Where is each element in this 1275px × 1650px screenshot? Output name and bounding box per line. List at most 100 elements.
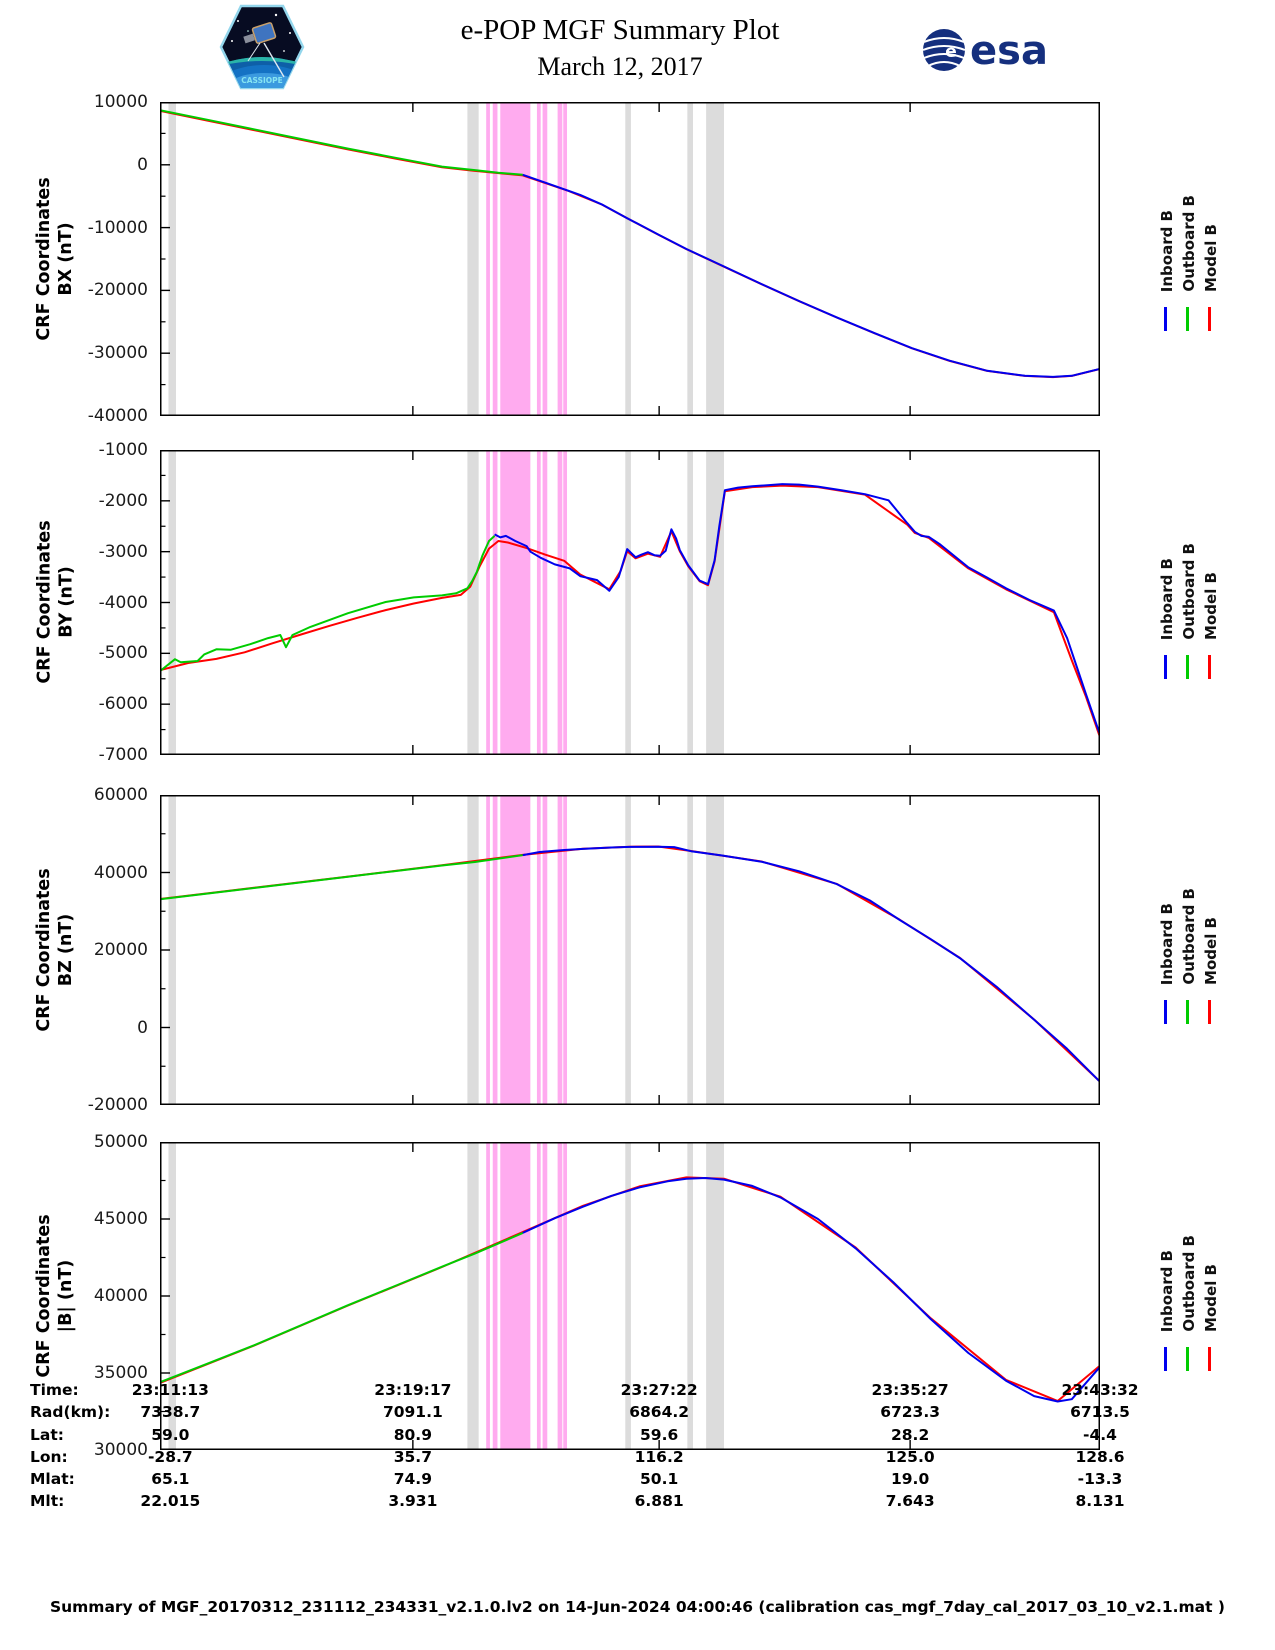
bmag-tick-labels: 50000 45000 40000 35000 30000 — [0, 1132, 152, 1460]
table-row: Mlat: 65.1 74.9 50.1 19.0 -13.3 — [0, 1470, 1275, 1492]
bottom-table: Time: 23:11:13 23:19:17 23:27:22 23:35:27 23:… — [0, 1381, 1275, 1515]
table-cell: 19.0 — [890, 1470, 930, 1489]
patch-label: CASSIOPE — [241, 76, 283, 85]
y-tick-label: -40000 — [87, 406, 148, 426]
event-flag-band — [492, 102, 498, 416]
data-gap-band — [687, 102, 693, 416]
bx-tick-labels: 10000 0 -10000 -20000 -30000 -40000 — [0, 92, 152, 426]
footer-summary-text: Summary of MGF_20170312_231112_234331_v2… — [49, 1598, 1226, 1616]
event-flag-band — [536, 795, 541, 1105]
y-tick-label: 60000 — [93, 785, 148, 805]
event-flag-band — [500, 102, 531, 416]
data-gap-band — [467, 450, 479, 755]
table-cell: 6723.3 — [880, 1403, 941, 1422]
event-flag-band — [500, 1142, 531, 1450]
legend-model-label: Model B — [1202, 224, 1220, 292]
plot-border — [160, 102, 1100, 416]
data-gap-band — [625, 102, 631, 416]
table-cell: 23:11:13 — [131, 1381, 209, 1399]
inboard-b-series — [494, 483, 1100, 736]
y-tick-label: -20000 — [87, 280, 148, 301]
event-flag-band — [492, 450, 498, 755]
table-cell: 125.0 — [885, 1447, 935, 1466]
svg-text:e: e — [945, 42, 957, 62]
event-flag-band — [542, 102, 548, 416]
y-tick-label: -20000 — [87, 1095, 148, 1115]
table-cell: 23:19:17 — [374, 1381, 452, 1399]
table-cell: 7.643 — [885, 1492, 935, 1511]
event-flag-band — [563, 450, 568, 755]
table-cell: 59.0 — [151, 1425, 190, 1444]
y-tick-label: 0 — [137, 1017, 148, 1038]
table-row: Time: 23:11:13 23:19:17 23:27:22 23:35:27 23:… — [0, 1381, 1275, 1403]
inboard-b-series — [522, 1177, 1100, 1403]
table-row: Rad(km): 7338.7 7091.1 6864.2 6723.3 6713.5 — [0, 1403, 1275, 1425]
event-flag-band — [563, 1142, 568, 1450]
y-tick-label: 30000 — [93, 1440, 148, 1460]
legend-inboard-line-icon — [1164, 1347, 1167, 1371]
y-tick-label: 0 — [137, 154, 148, 175]
table-cell: 6864.2 — [629, 1403, 690, 1422]
y-tick-label: 20000 — [93, 940, 148, 960]
event-flag-band — [557, 450, 563, 755]
legend-outboard-label: Outboard B — [1180, 543, 1198, 640]
event-flag-band — [557, 1142, 563, 1450]
y-tick-label: 40000 — [93, 862, 148, 883]
event-flag-band — [563, 795, 568, 1105]
legend-inboard-line-icon — [1164, 655, 1167, 679]
table-cell: 3.931 — [388, 1492, 438, 1511]
bx-plot-area — [160, 102, 1100, 416]
legend-model-label: Model B — [1202, 917, 1220, 985]
legend-inboard-label: Inboard B — [1158, 209, 1176, 292]
table-cell: 65.1 — [151, 1470, 190, 1489]
page-subtitle-date: March 12, 2017 — [537, 52, 703, 81]
table-cell: 35.7 — [393, 1447, 432, 1466]
esa-logo-icon: e esa — [922, 28, 1047, 74]
data-gap-band — [687, 795, 693, 1105]
table-cell: 8.131 — [1075, 1492, 1125, 1511]
legend-outboard-line-icon — [1186, 307, 1189, 331]
data-gap-band — [706, 795, 724, 1105]
legend-outboard-label: Outboard B — [1180, 1235, 1198, 1332]
event-flag-band — [557, 795, 563, 1105]
plot-border — [160, 795, 1100, 1105]
table-row: Lat: 59.0 80.9 59.6 28.2 -4.4 — [0, 1426, 1275, 1448]
bz-legend: Inboard B Outboard B Model B — [1158, 795, 1248, 1025]
data-gap-band — [168, 102, 176, 416]
event-flag-band — [486, 102, 490, 416]
legend-inboard-line-icon — [1164, 307, 1167, 331]
y-tick-label: 10000 — [93, 92, 148, 112]
plot-border — [160, 450, 1100, 755]
legend-outboard-line-icon — [1186, 1347, 1189, 1371]
data-gap-band — [168, 1142, 176, 1450]
legend-outboard-label: Outboard B — [1180, 888, 1198, 985]
data-gap-band — [625, 450, 631, 755]
data-gap-band — [706, 1142, 724, 1450]
legend-model-line-icon — [1208, 655, 1211, 679]
table-cell: 6.881 — [634, 1492, 684, 1511]
event-flag-band — [536, 102, 541, 416]
table-cell: 23:27:22 — [620, 1381, 698, 1399]
by-plot-area — [160, 450, 1100, 755]
table-row-label: Lat: — [30, 1425, 64, 1444]
table-row: Lon: -28.7 35.7 116.2 125.0 128.6 — [0, 1448, 1275, 1470]
event-flag-band — [500, 450, 531, 755]
y-tick-label: 35000 — [93, 1363, 148, 1383]
y-tick-label: -5000 — [98, 643, 148, 664]
event-flag-band — [542, 1142, 548, 1450]
event-flag-band — [486, 450, 490, 755]
table-cell: 50.1 — [640, 1470, 679, 1489]
data-gap-band — [687, 450, 693, 755]
legend-inboard-label: Inboard B — [1158, 1249, 1176, 1332]
bz-tick-labels: 60000 40000 20000 0 -20000 — [0, 785, 152, 1115]
y-tick-label: -7000 — [98, 745, 148, 765]
data-gap-band — [467, 1142, 479, 1450]
y-tick-label: -1000 — [98, 440, 148, 460]
table-row-label: Time: — [30, 1381, 79, 1399]
bx-legend: Inboard B Outboard B Model B — [1158, 102, 1248, 332]
table-cell: 23:35:27 — [871, 1381, 949, 1399]
data-gap-band — [625, 1142, 631, 1450]
table-cell: -13.3 — [1077, 1470, 1123, 1489]
table-row-label: Lon: — [30, 1447, 68, 1466]
y-tick-label: -6000 — [98, 694, 148, 715]
